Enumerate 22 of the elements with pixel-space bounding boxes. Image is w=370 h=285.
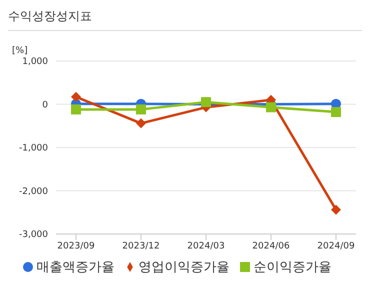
x-tick-label: 2024/03 bbox=[187, 241, 225, 252]
point bbox=[71, 92, 81, 102]
y-tick-label: -3,000 bbox=[18, 230, 48, 240]
y-tick-label: 1,000 bbox=[22, 57, 48, 68]
x-tick-label: 2023/09 bbox=[57, 241, 95, 252]
x-tick-label: 2024/06 bbox=[252, 241, 290, 252]
y-tick-label: -2,000 bbox=[18, 186, 48, 197]
x-tick-label: 2024/09 bbox=[317, 241, 355, 252]
point bbox=[71, 104, 81, 114]
point bbox=[266, 102, 276, 112]
point bbox=[136, 118, 146, 128]
point bbox=[331, 107, 341, 118]
y-tick-label: -1,000 bbox=[18, 144, 48, 154]
legend-label: 순이익증가율 bbox=[254, 260, 332, 275]
x-tick-label: 2023/12 bbox=[122, 241, 160, 252]
point bbox=[136, 104, 146, 114]
legend-label: 영업이익증가율 bbox=[138, 260, 230, 275]
point bbox=[331, 204, 341, 215]
legend-label: 매출액증가율 bbox=[36, 260, 114, 275]
chart-title: 수익성장성지표 bbox=[8, 8, 362, 31]
y-axis-title: [%] bbox=[12, 46, 28, 56]
y-tick-label: 0 bbox=[42, 100, 48, 110]
